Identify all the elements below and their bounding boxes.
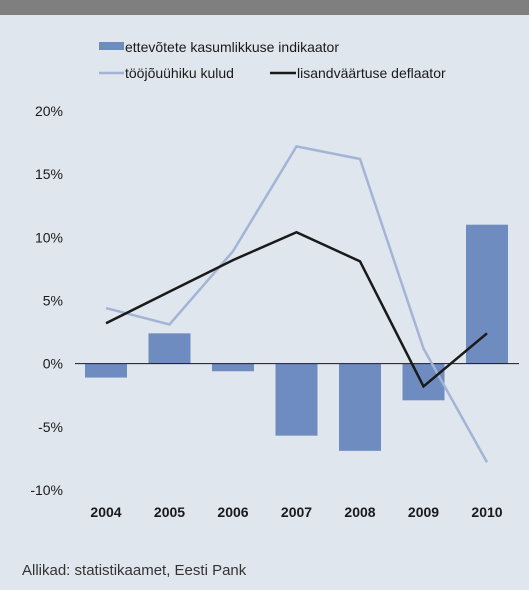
- y-tick-label: 5%: [43, 293, 63, 309]
- legend-label-labour: tööjõuühiku kulud: [125, 65, 234, 81]
- bar-2010: [466, 224, 508, 364]
- bar-2008: [339, 363, 381, 451]
- x-tick-label: 2010: [471, 504, 502, 520]
- x-tick-label: 2005: [154, 504, 185, 520]
- series-lines: [105, 144, 489, 463]
- y-tick-label: 15%: [35, 166, 63, 182]
- bar-2005: [148, 333, 191, 364]
- bars: [85, 224, 508, 451]
- y-tick-label: 20%: [35, 103, 63, 119]
- y-tick-label: -5%: [38, 419, 63, 435]
- x-tick-label: 2008: [344, 504, 375, 520]
- y-tick-label: 0%: [43, 356, 63, 372]
- x-axis: 2004 2005 2006 2007 2008 2009 2010: [90, 504, 502, 520]
- y-tick-label: 10%: [35, 229, 63, 245]
- x-tick-label: 2009: [408, 504, 439, 520]
- y-axis: 20% 15% 10% 5% 0% -5% -10%: [30, 103, 63, 498]
- bar-2004: [85, 363, 127, 378]
- legend-label-deflator: lisandväärtuse deflaator: [297, 65, 446, 81]
- legend-swatch-bar: [99, 42, 124, 50]
- line-labour-costs: [105, 144, 489, 463]
- bar-2007: [275, 363, 318, 436]
- legend: ettevõtete kasumlikkuse indikaator tööjõ…: [99, 39, 446, 81]
- legend-label-bar: ettevõtete kasumlikkuse indikaator: [125, 39, 339, 55]
- source-note: Allikad: statistikaamet, Eesti Pank: [22, 562, 247, 579]
- x-tick-label: 2007: [281, 504, 312, 520]
- line-deflator: [105, 230, 488, 389]
- top-band: [0, 0, 529, 15]
- x-tick-label: 2004: [90, 504, 121, 520]
- bar-2009: [402, 363, 445, 401]
- x-tick-label: 2006: [217, 504, 248, 520]
- y-tick-label: -10%: [30, 482, 63, 498]
- bar-2006: [212, 363, 254, 372]
